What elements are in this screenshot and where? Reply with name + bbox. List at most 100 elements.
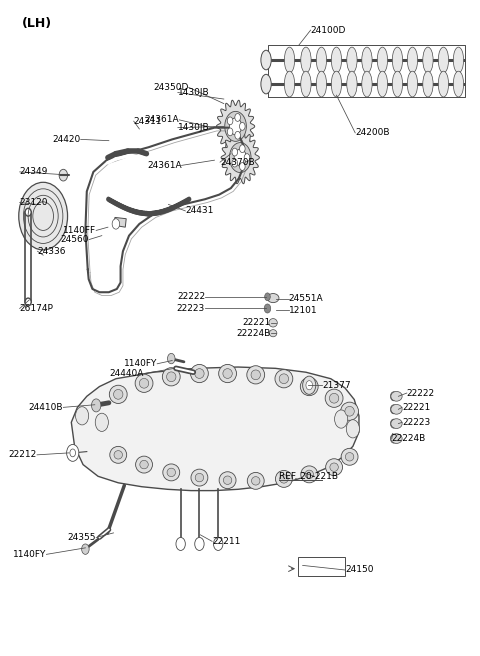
Ellipse shape [279, 374, 288, 384]
Ellipse shape [223, 369, 232, 379]
Ellipse shape [247, 472, 264, 489]
Circle shape [112, 218, 120, 229]
Circle shape [240, 145, 245, 153]
Circle shape [303, 376, 316, 394]
Text: 1140FF: 1140FF [63, 226, 96, 235]
Ellipse shape [301, 466, 318, 483]
Ellipse shape [280, 475, 288, 483]
Polygon shape [114, 217, 126, 227]
Ellipse shape [301, 72, 311, 97]
Text: 24370B: 24370B [220, 157, 255, 167]
Ellipse shape [325, 389, 343, 407]
Circle shape [67, 444, 79, 461]
Circle shape [95, 413, 108, 432]
Circle shape [234, 149, 246, 166]
Text: 26174P: 26174P [20, 304, 54, 313]
Text: 22222: 22222 [407, 388, 435, 398]
Ellipse shape [195, 369, 204, 379]
Text: 24440A: 24440A [109, 369, 144, 378]
Ellipse shape [391, 405, 402, 414]
Ellipse shape [391, 434, 402, 443]
Circle shape [390, 434, 397, 443]
Ellipse shape [341, 402, 359, 420]
Circle shape [168, 354, 175, 364]
Circle shape [232, 148, 238, 156]
Ellipse shape [345, 406, 354, 416]
Ellipse shape [316, 72, 326, 97]
Circle shape [235, 131, 240, 139]
Text: 24361A: 24361A [144, 115, 179, 125]
Ellipse shape [391, 419, 402, 428]
Ellipse shape [438, 72, 449, 97]
Text: 22224B: 22224B [392, 434, 426, 443]
Circle shape [235, 113, 240, 121]
Text: 24150: 24150 [345, 565, 373, 575]
Circle shape [306, 380, 312, 390]
Ellipse shape [25, 298, 31, 306]
Circle shape [335, 410, 348, 428]
Ellipse shape [408, 72, 418, 97]
Ellipse shape [377, 72, 387, 97]
Text: 24420: 24420 [52, 135, 81, 144]
Ellipse shape [139, 379, 149, 388]
Circle shape [346, 420, 360, 438]
Circle shape [244, 154, 250, 161]
Ellipse shape [347, 47, 357, 73]
Ellipse shape [362, 72, 372, 97]
Circle shape [227, 128, 233, 136]
Text: 1430JB: 1430JB [178, 88, 209, 97]
Ellipse shape [330, 463, 338, 472]
Ellipse shape [114, 451, 122, 459]
Text: 22222: 22222 [177, 293, 205, 301]
Circle shape [82, 544, 89, 554]
Ellipse shape [423, 72, 433, 97]
Ellipse shape [300, 377, 318, 396]
Polygon shape [72, 367, 359, 491]
Ellipse shape [135, 374, 153, 392]
Ellipse shape [276, 470, 292, 487]
Ellipse shape [284, 47, 295, 73]
Circle shape [240, 123, 245, 131]
Circle shape [195, 537, 204, 550]
Text: 22212: 22212 [9, 450, 37, 459]
Circle shape [214, 537, 223, 550]
Text: (LH): (LH) [22, 17, 52, 30]
Ellipse shape [110, 446, 127, 463]
Ellipse shape [304, 382, 314, 392]
Ellipse shape [301, 47, 311, 73]
Ellipse shape [362, 47, 372, 73]
Text: 12101: 12101 [288, 306, 317, 315]
Ellipse shape [392, 72, 403, 97]
Circle shape [240, 163, 245, 171]
Ellipse shape [269, 319, 277, 327]
Circle shape [59, 169, 68, 181]
Text: REF. 20-221B: REF. 20-221B [279, 472, 338, 481]
Circle shape [390, 419, 397, 428]
Ellipse shape [329, 394, 339, 403]
Ellipse shape [267, 293, 279, 302]
Ellipse shape [223, 476, 232, 484]
Circle shape [70, 449, 75, 457]
Text: 22223: 22223 [402, 418, 431, 427]
Circle shape [390, 405, 397, 414]
Ellipse shape [305, 470, 313, 479]
Ellipse shape [163, 464, 180, 481]
Ellipse shape [284, 72, 295, 97]
Text: 22221: 22221 [242, 318, 271, 327]
Ellipse shape [136, 456, 153, 473]
Circle shape [225, 112, 246, 141]
Ellipse shape [114, 390, 123, 400]
Text: 24100D: 24100D [311, 26, 346, 35]
Circle shape [264, 293, 270, 300]
Text: 24560: 24560 [60, 235, 89, 244]
Polygon shape [216, 100, 255, 152]
Text: 24355: 24355 [68, 533, 96, 542]
Text: 22211: 22211 [212, 537, 240, 546]
Text: 1430JB: 1430JB [178, 123, 209, 132]
Text: 23120: 23120 [20, 198, 48, 207]
Circle shape [227, 117, 233, 125]
Ellipse shape [391, 392, 402, 401]
Ellipse shape [162, 367, 180, 386]
Text: 24349: 24349 [20, 167, 48, 176]
Ellipse shape [346, 453, 354, 461]
